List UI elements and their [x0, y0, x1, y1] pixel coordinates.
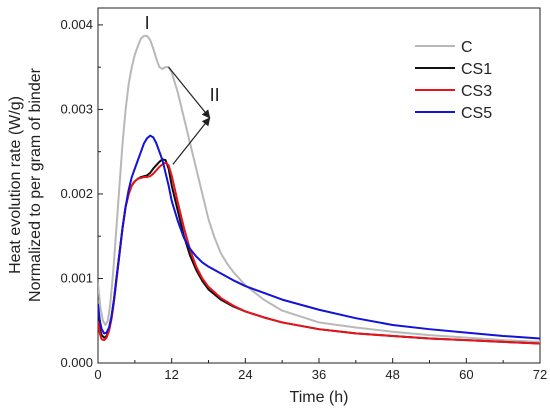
y-tick-label: 0.003 — [60, 101, 93, 116]
x-tick-label: 48 — [385, 367, 399, 382]
x-tick-label: 60 — [459, 367, 473, 382]
legend-label-c: C — [461, 39, 473, 56]
x-tick-label: 36 — [312, 367, 326, 382]
y-tick-label: 0.001 — [60, 270, 93, 285]
annotation-label: II — [210, 85, 220, 105]
legend-label-cs5: CS5 — [461, 105, 492, 122]
series-line-cs3 — [98, 161, 540, 345]
x-tick-label: 0 — [94, 367, 101, 382]
x-tick-label: 12 — [164, 367, 178, 382]
y-axis-label-line-2: Normalized to per gram of binder — [27, 67, 44, 302]
annotation-arrow — [168, 66, 211, 119]
series-line-c — [98, 34, 540, 343]
y-tick-label: 0.004 — [60, 17, 93, 32]
y-axis-label-line-1: Heat evolution rate (W/g) — [7, 96, 24, 274]
y-tick-label: 0.000 — [60, 355, 93, 370]
x-tick-label: 72 — [533, 367, 547, 382]
x-tick-label: 24 — [238, 367, 252, 382]
series-line-cs1 — [98, 158, 540, 345]
legend-label-cs1: CS1 — [461, 61, 492, 78]
legend-label-cs3: CS3 — [461, 83, 492, 100]
series-line-cs5 — [98, 134, 540, 340]
x-axis-label: Time (h) — [290, 389, 349, 406]
annotation-label: I — [145, 13, 150, 33]
annotation-arrow — [172, 117, 211, 165]
y-tick-label: 0.002 — [60, 186, 93, 201]
